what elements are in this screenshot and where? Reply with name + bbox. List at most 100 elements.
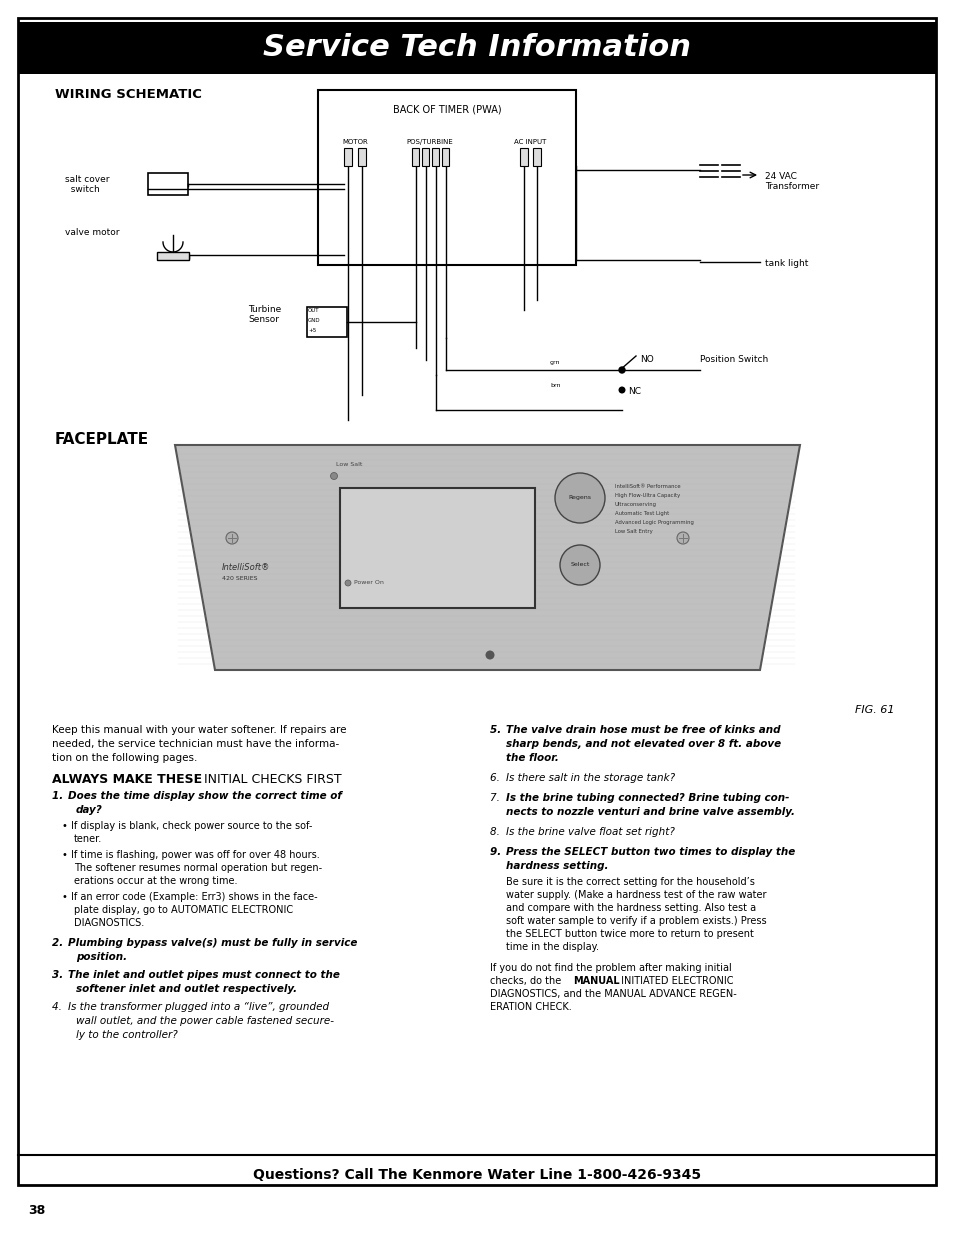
Circle shape xyxy=(330,473,337,479)
Text: IntelliSoft® Performance: IntelliSoft® Performance xyxy=(615,484,679,489)
Text: Plumbing bypass valve(s) must be fully in service: Plumbing bypass valve(s) must be fully i… xyxy=(68,939,357,948)
Bar xyxy=(317,90,576,266)
Text: 5.: 5. xyxy=(490,725,504,735)
Text: ly to the controller?: ly to the controller? xyxy=(76,1030,177,1040)
Text: Press the SELECT button two times to display the: Press the SELECT button two times to dis… xyxy=(505,847,795,857)
Text: 1.: 1. xyxy=(52,790,67,802)
Text: 2.: 2. xyxy=(52,939,67,948)
Text: GND: GND xyxy=(308,317,320,324)
Bar xyxy=(157,252,189,261)
Text: Regens: Regens xyxy=(568,495,591,500)
Text: Service Tech Information: Service Tech Information xyxy=(263,33,690,63)
Polygon shape xyxy=(174,445,800,671)
Bar xyxy=(344,148,352,165)
Text: WIRING SCHEMATIC: WIRING SCHEMATIC xyxy=(55,88,202,101)
Text: soft water sample to verify if a problem exists.) Press: soft water sample to verify if a problem… xyxy=(505,916,766,926)
Text: IntelliSoft®: IntelliSoft® xyxy=(222,562,270,572)
Text: 8.: 8. xyxy=(490,827,502,837)
Text: High Flow-Ultra Capacity: High Flow-Ultra Capacity xyxy=(615,493,679,498)
Text: MANUAL: MANUAL xyxy=(573,976,619,986)
Bar xyxy=(339,488,535,608)
Text: 420 SERIES: 420 SERIES xyxy=(222,576,257,580)
Text: The inlet and outlet pipes must connect to the: The inlet and outlet pipes must connect … xyxy=(68,969,339,981)
Text: the floor.: the floor. xyxy=(505,753,558,763)
Bar xyxy=(412,148,418,165)
Bar xyxy=(441,148,449,165)
Text: DIAGNOSTICS.: DIAGNOSTICS. xyxy=(74,918,144,927)
Text: day?: day? xyxy=(76,805,103,815)
Text: +5: +5 xyxy=(308,329,315,333)
Circle shape xyxy=(559,545,599,585)
Text: Is there salt in the storage tank?: Is there salt in the storage tank? xyxy=(505,773,675,783)
Text: NC: NC xyxy=(627,387,640,396)
Text: Turbine
Sensor: Turbine Sensor xyxy=(248,305,281,325)
Text: 6.: 6. xyxy=(490,773,502,783)
Text: wall outlet, and the power cable fastened secure-: wall outlet, and the power cable fastene… xyxy=(76,1016,334,1026)
Bar xyxy=(18,22,935,74)
Text: plate display, go to AUTOMATIC ELECTRONIC: plate display, go to AUTOMATIC ELECTRONI… xyxy=(74,905,293,915)
Text: and compare with the hardness setting. Also test a: and compare with the hardness setting. A… xyxy=(505,903,756,913)
Circle shape xyxy=(485,651,494,659)
Text: Power On: Power On xyxy=(354,580,383,585)
Text: tener.: tener. xyxy=(74,834,102,844)
Text: softener inlet and outlet respectively.: softener inlet and outlet respectively. xyxy=(76,984,296,994)
Text: • If display is blank, check power source to the sof-: • If display is blank, check power sourc… xyxy=(62,821,312,831)
Text: ALWAYS MAKE THESE: ALWAYS MAKE THESE xyxy=(52,773,206,785)
Text: 9.: 9. xyxy=(490,847,504,857)
Text: Be sure it is the correct setting for the household’s: Be sure it is the correct setting for th… xyxy=(505,877,754,887)
Text: tank light: tank light xyxy=(764,259,807,268)
Text: Advanced Logic Programming: Advanced Logic Programming xyxy=(615,520,693,525)
Circle shape xyxy=(555,473,604,522)
Text: INITIAL CHECKS FIRST: INITIAL CHECKS FIRST xyxy=(204,773,341,785)
Text: • If time is flashing, power was off for over 48 hours.: • If time is flashing, power was off for… xyxy=(62,850,319,860)
Text: If you do not find the problem after making initial: If you do not find the problem after mak… xyxy=(490,963,731,973)
Text: The valve drain hose must be free of kinks and: The valve drain hose must be free of kin… xyxy=(505,725,780,735)
Circle shape xyxy=(677,532,688,543)
Text: time in the display.: time in the display. xyxy=(505,942,598,952)
Text: DIAGNOSTICS, and the MANUAL ADVANCE REGEN-: DIAGNOSTICS, and the MANUAL ADVANCE REGE… xyxy=(490,989,736,999)
Text: Position Switch: Position Switch xyxy=(700,354,767,364)
Text: checks, do the: checks, do the xyxy=(490,976,564,986)
Text: ERATION CHECK.: ERATION CHECK. xyxy=(490,1002,571,1011)
Text: POS/TURBINE: POS/TURBINE xyxy=(406,140,453,144)
Text: nects to nozzle venturi and brine valve assembly.: nects to nozzle venturi and brine valve … xyxy=(505,806,794,818)
Text: Low Salt Entry: Low Salt Entry xyxy=(615,529,652,534)
Text: AC INPUT: AC INPUT xyxy=(514,140,546,144)
Text: Questions? Call The Kenmore Water Line 1-800-426-9345: Questions? Call The Kenmore Water Line 1… xyxy=(253,1168,700,1182)
Text: OUT: OUT xyxy=(308,308,319,312)
Text: hardness setting.: hardness setting. xyxy=(505,861,608,871)
Bar xyxy=(519,148,527,165)
Circle shape xyxy=(618,367,624,373)
Text: FIG. 61: FIG. 61 xyxy=(855,705,894,715)
Text: BACK OF TIMER (PWA): BACK OF TIMER (PWA) xyxy=(393,105,500,115)
Text: INITIATED ELECTRONIC: INITIATED ELECTRONIC xyxy=(618,976,733,986)
Bar xyxy=(307,308,347,337)
Circle shape xyxy=(618,387,625,394)
Text: 38: 38 xyxy=(28,1203,45,1216)
Text: needed, the service technician must have the informa-: needed, the service technician must have… xyxy=(52,739,339,748)
Text: Keep this manual with your water softener. If repairs are: Keep this manual with your water softene… xyxy=(52,725,346,735)
Text: Ultraconserving: Ultraconserving xyxy=(615,501,657,508)
Text: 7.: 7. xyxy=(490,793,502,803)
Text: grn: grn xyxy=(550,359,560,366)
Text: FACEPLATE: FACEPLATE xyxy=(55,432,149,447)
Circle shape xyxy=(226,532,237,543)
Bar xyxy=(357,148,366,165)
Bar xyxy=(432,148,438,165)
Text: sharp bends, and not elevated over 8 ft. above: sharp bends, and not elevated over 8 ft.… xyxy=(505,739,781,748)
Text: 3.: 3. xyxy=(52,969,67,981)
Text: 4.: 4. xyxy=(52,1002,65,1011)
Circle shape xyxy=(345,580,351,585)
Text: erations occur at the wrong time.: erations occur at the wrong time. xyxy=(74,876,237,885)
Bar xyxy=(533,148,540,165)
Bar xyxy=(421,148,429,165)
Text: Is the brine valve float set right?: Is the brine valve float set right? xyxy=(505,827,674,837)
Text: • If an error code (Example: Err3) shows in the face-: • If an error code (Example: Err3) shows… xyxy=(62,892,317,902)
Text: brn: brn xyxy=(550,383,560,388)
Text: Is the transformer plugged into a “live”, grounded: Is the transformer plugged into a “live”… xyxy=(68,1002,329,1011)
Text: tion on the following pages.: tion on the following pages. xyxy=(52,753,197,763)
Text: MOTOR: MOTOR xyxy=(342,140,368,144)
Text: water supply. (Make a hardness test of the raw water: water supply. (Make a hardness test of t… xyxy=(505,890,765,900)
Text: salt cover
  switch: salt cover switch xyxy=(65,175,110,194)
Text: Does the time display show the correct time of: Does the time display show the correct t… xyxy=(68,790,341,802)
